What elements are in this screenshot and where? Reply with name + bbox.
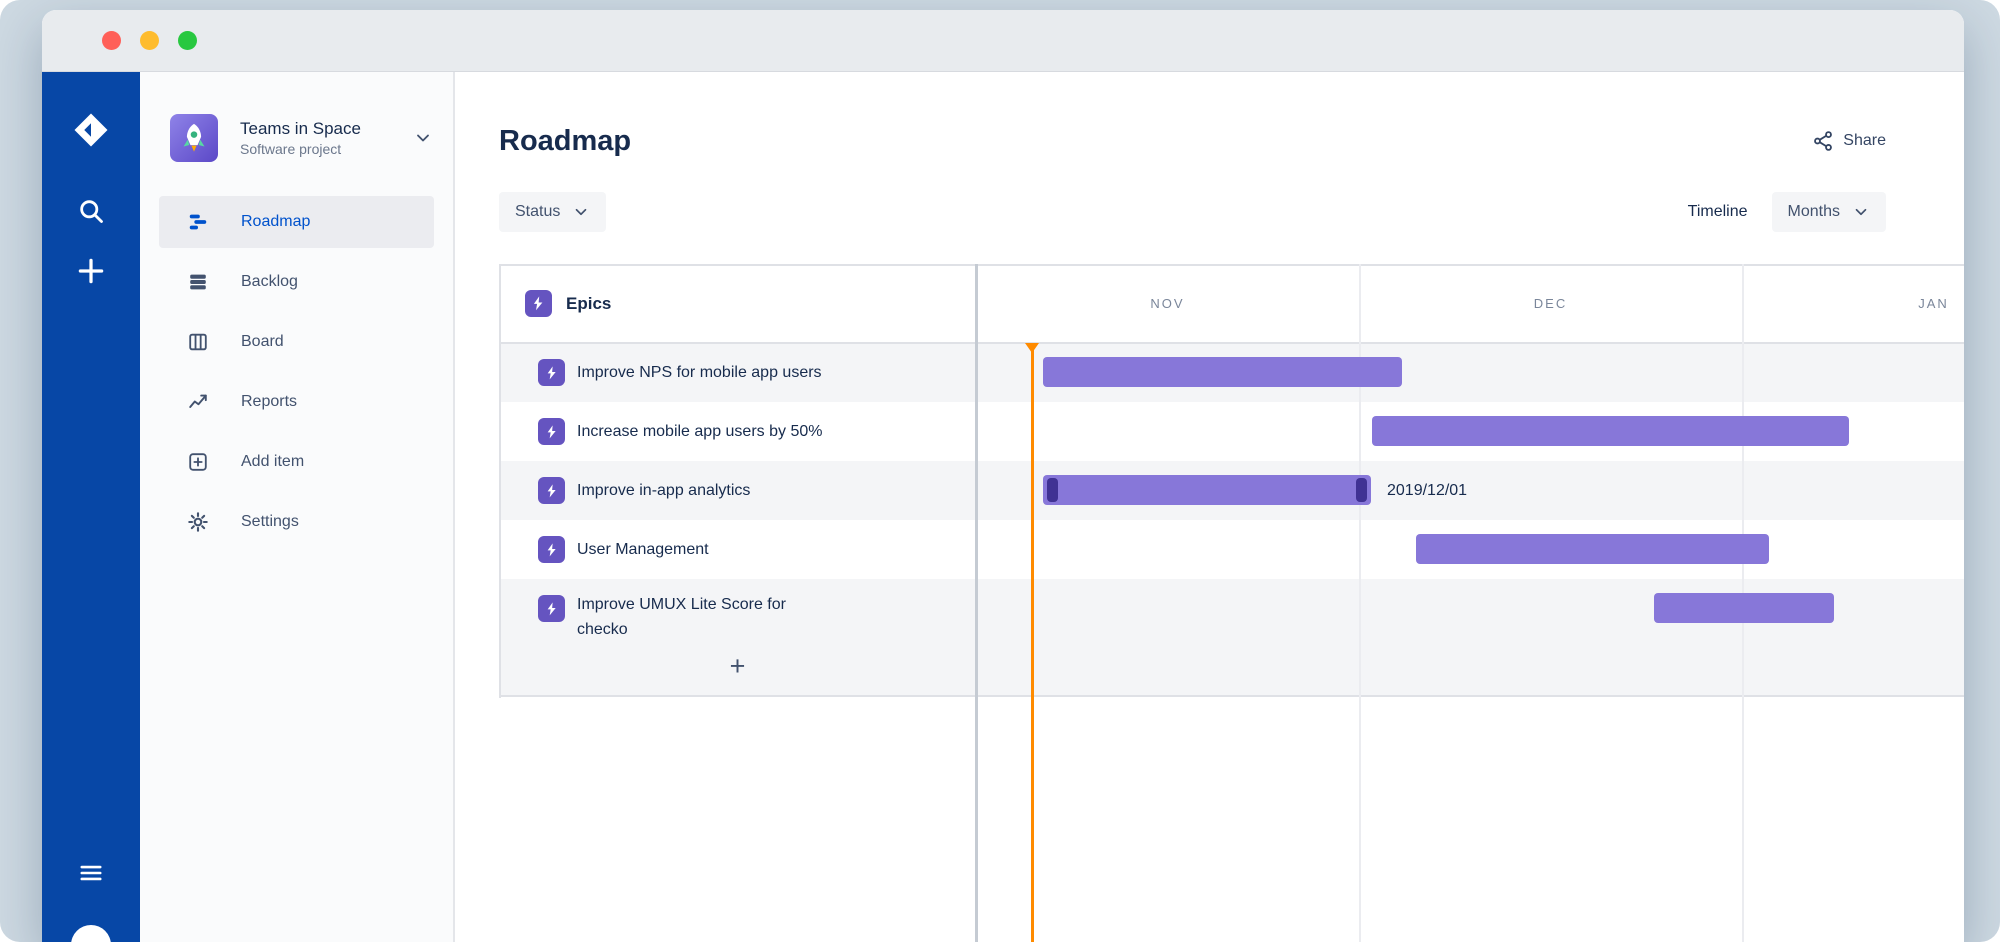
- sidebar-item-add-item[interactable]: Add item: [159, 436, 434, 488]
- window-titlebar: [42, 10, 1964, 72]
- epic-row[interactable]: Increase mobile app users by 50%: [499, 402, 1964, 461]
- app-window: Teams in Space Software project: [42, 10, 1964, 942]
- epic-row[interactable]: Improve UMUX Lite Score for checko: [499, 579, 1964, 638]
- roadmap-icon: [187, 211, 209, 233]
- app-navigation-rail: [42, 72, 140, 942]
- add-epic-button[interactable]: +: [729, 651, 746, 681]
- timeline-label: Timeline: [1687, 203, 1748, 220]
- roadmap-gantt: Epics NOV DEC JAN Improve NPS for mobile…: [499, 264, 1964, 942]
- create-icon[interactable]: [68, 248, 114, 294]
- timeline-scale-label: Months: [1787, 203, 1840, 220]
- sidebar-item-label: Add item: [241, 453, 305, 470]
- epics-column-header: Epics: [566, 293, 612, 313]
- epic-bar[interactable]: [1043, 357, 1402, 387]
- epic-row-label: User Management: [577, 540, 709, 558]
- epic-row[interactable]: Improve NPS for mobile app users: [499, 343, 1964, 402]
- table-border-top: [499, 264, 1964, 266]
- chevron-down-icon: [572, 203, 590, 221]
- epic-icon: [538, 418, 565, 445]
- jira-logo-icon[interactable]: [73, 112, 109, 148]
- epic-row-label: Improve UMUX Lite Score for: [577, 596, 786, 613]
- project-avatar: [170, 114, 218, 162]
- epic-row-label: Improve NPS for mobile app users: [577, 363, 822, 381]
- reports-icon: [187, 391, 209, 413]
- sidebar-item-label: Backlog: [241, 273, 298, 290]
- main-content: Roadmap Share Status: [455, 72, 1964, 942]
- share-label: Share: [1843, 132, 1886, 149]
- search-icon[interactable]: [68, 188, 114, 234]
- sidebar-item-board[interactable]: Board: [159, 316, 434, 368]
- epic-row-label-line2: checko: [577, 621, 628, 638]
- epic-row-label: Increase mobile app users by 50%: [577, 422, 823, 440]
- month-header-nov: NOV: [1150, 296, 1185, 311]
- epic-bar[interactable]: [1043, 475, 1371, 505]
- project-name: Teams in Space: [240, 119, 361, 138]
- sidebar-item-reports[interactable]: Reports: [159, 376, 434, 428]
- epic-icon: [538, 477, 565, 504]
- epics-timeline-divider[interactable]: [975, 264, 978, 942]
- today-marker: [1025, 343, 1039, 942]
- share-icon: [1812, 130, 1834, 152]
- epic-bar[interactable]: [1372, 416, 1849, 446]
- minimize-window-button[interactable]: [140, 31, 159, 50]
- sidebar-item-roadmap[interactable]: Roadmap: [159, 196, 434, 248]
- month-header-jan: JAN: [1918, 296, 1949, 311]
- status-filter-dropdown[interactable]: Status: [499, 192, 607, 232]
- epic-row-label: Improve in-app analytics: [577, 481, 751, 499]
- add-item-icon: [187, 451, 209, 473]
- sidebar-item-label: Settings: [241, 513, 299, 530]
- epic-bar[interactable]: [1416, 534, 1769, 564]
- board-icon: [187, 331, 209, 353]
- table-border-left: [499, 264, 501, 698]
- epic-row[interactable]: Improve in-app analytics 2019/12/01: [499, 461, 1964, 520]
- timeline-scale-dropdown[interactable]: Months: [1771, 192, 1886, 232]
- project-switcher[interactable]: Teams in Space Software project: [170, 114, 433, 162]
- table-header-border: [499, 342, 1964, 344]
- epic-icon: [538, 595, 565, 622]
- today-pin-icon: [1025, 343, 1039, 353]
- add-epic-row: +: [499, 638, 1964, 697]
- month-header-dec: DEC: [1533, 296, 1568, 311]
- project-sidebar: Teams in Space Software project: [140, 72, 455, 942]
- epic-icon: [525, 290, 552, 317]
- sidebar-item-label: Board: [241, 333, 284, 350]
- chevron-down-icon: [413, 128, 433, 148]
- sidebar-menu: Roadmap Backlog: [140, 196, 453, 556]
- page-title: Roadmap: [499, 125, 632, 157]
- chevron-down-icon: [1852, 203, 1870, 221]
- epic-icon: [538, 359, 565, 386]
- project-type: Software project: [240, 141, 342, 157]
- sidebar-item-label: Roadmap: [241, 213, 311, 230]
- status-filter-label: Status: [515, 203, 561, 220]
- bar-date-label: 2019/12/01: [1387, 482, 1468, 499]
- epic-bar[interactable]: [1654, 593, 1834, 623]
- hamburger-menu-icon[interactable]: [68, 850, 114, 896]
- zoom-window-button[interactable]: [178, 31, 197, 50]
- month-gridline: [1359, 264, 1361, 942]
- gantt-header-row: Epics NOV DEC JAN: [499, 264, 1964, 343]
- help-icon[interactable]: [68, 922, 114, 942]
- sidebar-item-backlog[interactable]: Backlog: [159, 256, 434, 308]
- share-button[interactable]: Share: [1812, 130, 1886, 152]
- epic-row[interactable]: User Management: [499, 520, 1964, 579]
- settings-gear-icon: [187, 511, 209, 533]
- backlog-icon: [187, 271, 209, 293]
- close-window-button[interactable]: [102, 31, 121, 50]
- epic-icon: [538, 536, 565, 563]
- sidebar-item-settings[interactable]: Settings: [159, 496, 434, 548]
- sidebar-item-label: Reports: [241, 393, 298, 410]
